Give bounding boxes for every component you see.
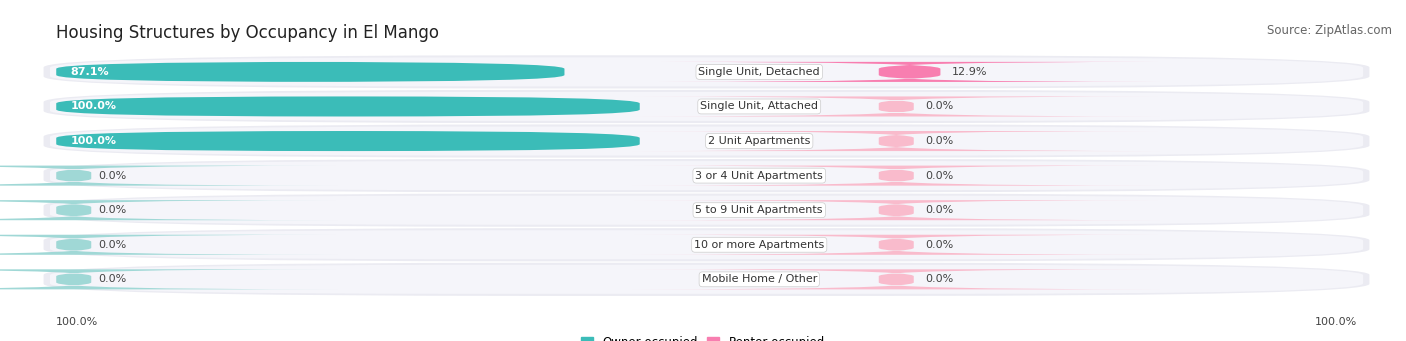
FancyBboxPatch shape xyxy=(633,166,1160,186)
FancyBboxPatch shape xyxy=(633,269,1160,290)
FancyBboxPatch shape xyxy=(0,269,337,290)
FancyBboxPatch shape xyxy=(44,228,1369,261)
FancyBboxPatch shape xyxy=(659,62,1160,82)
FancyBboxPatch shape xyxy=(633,235,1160,255)
Text: 100.0%: 100.0% xyxy=(56,317,98,327)
FancyBboxPatch shape xyxy=(44,159,1369,192)
Text: 2 Unit Apartments: 2 Unit Apartments xyxy=(709,136,810,146)
Text: Single Unit, Attached: Single Unit, Attached xyxy=(700,102,818,112)
FancyBboxPatch shape xyxy=(44,263,1369,296)
Legend: Owner-occupied, Renter-occupied: Owner-occupied, Renter-occupied xyxy=(581,336,825,341)
Text: 0.0%: 0.0% xyxy=(98,205,127,215)
FancyBboxPatch shape xyxy=(56,131,640,151)
Text: Source: ZipAtlas.com: Source: ZipAtlas.com xyxy=(1267,24,1392,37)
FancyBboxPatch shape xyxy=(51,57,1364,86)
Text: 100.0%: 100.0% xyxy=(70,102,117,112)
Text: 12.9%: 12.9% xyxy=(952,67,987,77)
Text: 0.0%: 0.0% xyxy=(98,240,127,250)
Text: 0.0%: 0.0% xyxy=(98,275,127,284)
Text: 3 or 4 Unit Apartments: 3 or 4 Unit Apartments xyxy=(696,170,823,181)
Text: 100.0%: 100.0% xyxy=(70,136,117,146)
Text: 10 or more Apartments: 10 or more Apartments xyxy=(695,240,824,250)
FancyBboxPatch shape xyxy=(44,90,1369,123)
FancyBboxPatch shape xyxy=(0,200,337,220)
FancyBboxPatch shape xyxy=(0,166,337,186)
FancyBboxPatch shape xyxy=(51,196,1364,225)
FancyBboxPatch shape xyxy=(51,127,1364,155)
FancyBboxPatch shape xyxy=(56,62,564,82)
Text: 0.0%: 0.0% xyxy=(925,205,953,215)
FancyBboxPatch shape xyxy=(51,230,1364,259)
Text: 100.0%: 100.0% xyxy=(1315,317,1357,327)
Text: Single Unit, Detached: Single Unit, Detached xyxy=(699,67,820,77)
FancyBboxPatch shape xyxy=(51,92,1364,121)
Text: 87.1%: 87.1% xyxy=(70,67,108,77)
FancyBboxPatch shape xyxy=(633,200,1160,220)
FancyBboxPatch shape xyxy=(44,194,1369,227)
FancyBboxPatch shape xyxy=(51,265,1364,294)
Text: 5 to 9 Unit Apartments: 5 to 9 Unit Apartments xyxy=(696,205,823,215)
Text: 0.0%: 0.0% xyxy=(925,275,953,284)
Text: 0.0%: 0.0% xyxy=(925,136,953,146)
Text: 0.0%: 0.0% xyxy=(925,170,953,181)
FancyBboxPatch shape xyxy=(44,124,1369,158)
FancyBboxPatch shape xyxy=(633,131,1160,151)
FancyBboxPatch shape xyxy=(44,55,1369,89)
Text: 0.0%: 0.0% xyxy=(925,240,953,250)
Text: Mobile Home / Other: Mobile Home / Other xyxy=(702,275,817,284)
FancyBboxPatch shape xyxy=(56,97,640,117)
FancyBboxPatch shape xyxy=(633,97,1160,117)
FancyBboxPatch shape xyxy=(51,161,1364,190)
FancyBboxPatch shape xyxy=(0,235,337,255)
Text: Housing Structures by Occupancy in El Mango: Housing Structures by Occupancy in El Ma… xyxy=(56,24,439,42)
Text: 0.0%: 0.0% xyxy=(98,170,127,181)
Text: 0.0%: 0.0% xyxy=(925,102,953,112)
